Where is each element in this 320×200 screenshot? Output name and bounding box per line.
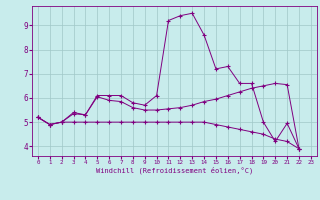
X-axis label: Windchill (Refroidissement éolien,°C): Windchill (Refroidissement éolien,°C) bbox=[96, 167, 253, 174]
